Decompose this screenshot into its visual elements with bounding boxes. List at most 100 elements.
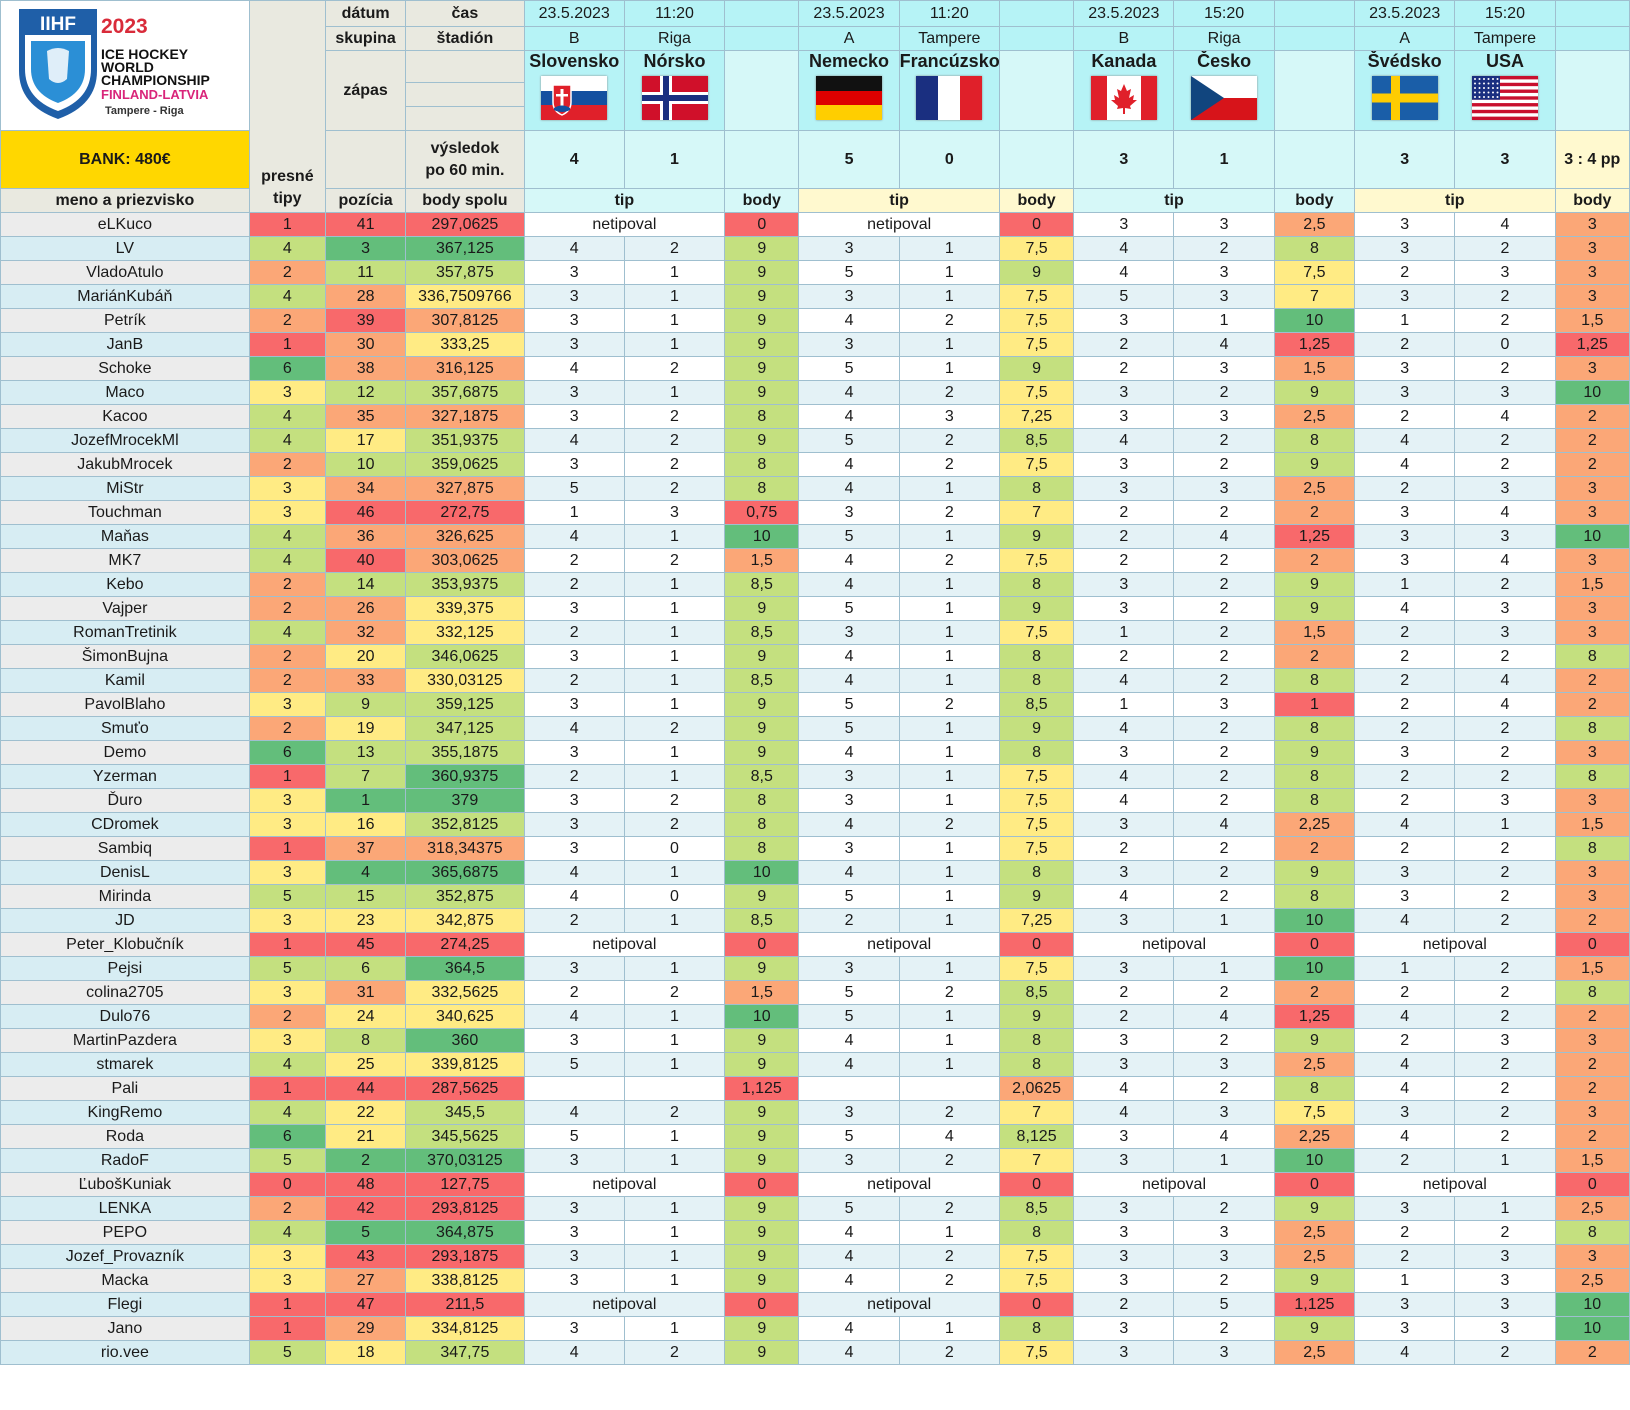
tip-home: 5 [798, 428, 900, 453]
tip-home: 2 [1354, 692, 1456, 717]
match-body: 0 [1554, 1172, 1630, 1197]
tip-missing: netipoval [523, 212, 726, 237]
tip-home: 4 [798, 1244, 900, 1269]
tip-home: 4 [1073, 1076, 1175, 1101]
tip-away: 1 [623, 764, 726, 789]
match-body: 1,125 [724, 1076, 800, 1101]
tip-home: 4 [1354, 1076, 1456, 1101]
match-body: 10 [1554, 380, 1630, 405]
tip-away: 1 [898, 524, 1000, 549]
match-body: 7,5 [998, 380, 1075, 405]
tip-home: 5 [798, 1004, 900, 1029]
player-name: Ďuro [0, 788, 250, 813]
tip-home: 3 [798, 836, 900, 861]
match-body: 7,5 [998, 620, 1075, 645]
tip-home: 3 [1354, 1316, 1456, 1341]
tip-home: 2 [1073, 836, 1175, 861]
body-spolu: 364,5 [405, 956, 525, 981]
tip-away: 1 [1173, 308, 1275, 333]
player-name: Flegi [0, 1292, 250, 1317]
tip-home: 3 [1354, 380, 1456, 405]
match-body: 9 [1273, 1196, 1356, 1221]
tip-home: 4 [1073, 260, 1175, 285]
body-spolu: 345,5 [405, 1100, 525, 1125]
tip-home: 4 [798, 476, 900, 501]
pozicia: 23 [324, 908, 407, 933]
body-spolu: 365,6875 [405, 860, 525, 885]
tip-header: tip [1073, 188, 1275, 213]
match-body: 3 [1554, 740, 1630, 765]
match-body: 9 [998, 716, 1075, 741]
match-body: 8 [1273, 716, 1356, 741]
player-name: Maco [0, 380, 250, 405]
result-note [1273, 130, 1356, 189]
tip-home: 3 [1354, 236, 1456, 261]
presne-tipy: 2 [248, 1004, 326, 1029]
player-name: MiStr [0, 476, 250, 501]
match-body: 0 [998, 1292, 1075, 1317]
match-body: 10 [1273, 908, 1356, 933]
tip-home: 4 [523, 356, 625, 381]
tip-home: 2 [523, 980, 625, 1005]
presne-tipy: 2 [248, 1196, 326, 1221]
tip-away: 1 [898, 740, 1000, 765]
tip-away: 3 [1173, 284, 1275, 309]
tip-home: 3 [1073, 812, 1175, 837]
match-body: 9 [724, 236, 800, 261]
table-row: Macka 3 27 338,8125 3 1 9 4 2 7,5 3 2 9 1 3 2,5 [0, 1268, 1630, 1293]
match-body: 7,5 [1273, 260, 1356, 285]
presne-tipy: 1 [248, 1292, 326, 1317]
match-body: 3 [1554, 284, 1630, 309]
table-row: Smuťo 2 19 347,125 4 2 9 5 1 9 4 2 8 2 2 8 [0, 716, 1630, 741]
body-spolu: 357,875 [405, 260, 525, 285]
match-body: 3 [1554, 236, 1630, 261]
match-body: 2,5 [1273, 1052, 1356, 1077]
tip-away: 2 [623, 548, 726, 573]
tip-home: 3 [1073, 1124, 1175, 1149]
tip-away: 2 [623, 788, 726, 813]
tip-home: 2 [1073, 1292, 1175, 1317]
match-body: 2 [1554, 1004, 1630, 1029]
pozicia: 39 [324, 308, 407, 333]
match-body: 10 [1273, 1148, 1356, 1173]
tip-away: 1 [898, 860, 1000, 885]
tip-away: 2 [623, 1100, 726, 1125]
match-body: 3 [1554, 500, 1630, 525]
table-row: Jano 1 29 334,8125 3 1 9 4 1 8 3 2 9 3 3 10 [0, 1316, 1630, 1341]
tip-away: 2 [1454, 980, 1556, 1005]
pozicia: 32 [324, 620, 407, 645]
body-spolu: 340,625 [405, 1004, 525, 1029]
tip-home: 4 [523, 860, 625, 885]
tip-away: 1 [623, 1244, 726, 1269]
pozicia: 25 [324, 1052, 407, 1077]
match-body: 9 [998, 1004, 1075, 1029]
match-body: 8 [1554, 644, 1630, 669]
tip-home: 4 [798, 452, 900, 477]
match-body: 8,5 [724, 908, 800, 933]
pozicia: 13 [324, 740, 407, 765]
body-spolu: 336,7509766 [405, 284, 525, 309]
tip-away: 1 [898, 356, 1000, 381]
match-body: 8,5 [998, 980, 1075, 1005]
player-name: ĽubošKuniak [0, 1172, 250, 1197]
tip-away: 1 [898, 1028, 1000, 1053]
table-row: Pali 1 44 287,5625 1,125 2,0625 4 2 8 4 2 2 [0, 1076, 1630, 1101]
tip-away: 1 [898, 836, 1000, 861]
presne-tipy: 2 [248, 716, 326, 741]
tip-away: 0 [623, 836, 726, 861]
table-row: Mirinda 5 15 352,875 4 0 9 5 1 9 4 2 8 3 2 3 [0, 884, 1630, 909]
tip-away: 3 [1454, 788, 1556, 813]
match-stadium: Riga [623, 26, 726, 51]
tip-home: 3 [1354, 1196, 1456, 1221]
tip-away: 4 [1454, 692, 1556, 717]
presne-tipy: 6 [248, 740, 326, 765]
match-body: 7,5 [998, 548, 1075, 573]
tip-away: 1 [898, 1052, 1000, 1077]
player-name: Mirinda [0, 884, 250, 909]
svg-text:CHAMPIONSHIP: CHAMPIONSHIP [101, 72, 210, 88]
body-header: body [1554, 188, 1630, 213]
body-spolu: 357,6875 [405, 380, 525, 405]
match-body: 1,5 [1554, 308, 1630, 333]
pozicia: 36 [324, 524, 407, 549]
body-header: body [724, 188, 800, 213]
